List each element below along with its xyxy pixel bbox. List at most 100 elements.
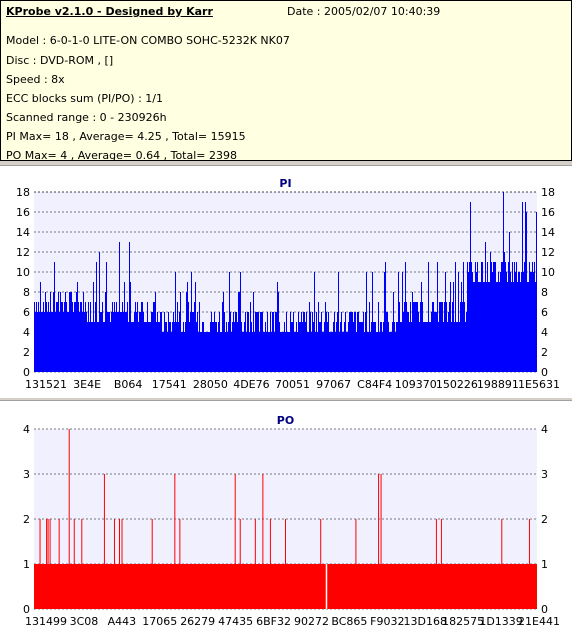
pi-bar bbox=[309, 302, 310, 372]
pi-bar bbox=[67, 312, 68, 372]
pi-bar bbox=[386, 312, 387, 372]
pi-bar bbox=[410, 302, 411, 372]
pi-bar bbox=[222, 302, 223, 372]
pi-bar bbox=[516, 262, 517, 372]
pi-bar bbox=[182, 332, 183, 372]
pi-bar bbox=[468, 272, 469, 372]
pi-bar bbox=[214, 312, 215, 372]
pi-bar bbox=[475, 262, 476, 372]
pi-bar bbox=[116, 302, 117, 372]
pi-bar bbox=[406, 302, 407, 372]
pi-bar bbox=[84, 312, 85, 372]
pi-bar bbox=[270, 312, 271, 372]
chart-title: PO bbox=[277, 414, 294, 427]
pi-bar bbox=[127, 302, 128, 372]
pi-bar bbox=[457, 322, 458, 372]
pi-bar bbox=[64, 302, 65, 372]
pi-bar bbox=[362, 322, 363, 372]
pi-bar bbox=[440, 302, 441, 372]
pi-bar bbox=[444, 302, 445, 372]
pi-bar bbox=[179, 312, 180, 372]
pi-bar bbox=[423, 322, 424, 372]
pi-bar bbox=[52, 312, 53, 372]
pi-bar bbox=[370, 332, 371, 372]
pi-bar bbox=[172, 322, 173, 372]
pi-bar bbox=[302, 322, 303, 372]
pi-bar bbox=[452, 302, 453, 372]
y-tick-label: 0 bbox=[23, 366, 30, 379]
pi-bar bbox=[297, 332, 298, 372]
pi-bar bbox=[357, 312, 358, 372]
pi-bar bbox=[395, 332, 396, 372]
pi-bar bbox=[458, 272, 459, 372]
pi-bar bbox=[484, 282, 485, 372]
pi-bar bbox=[146, 322, 147, 372]
pi-bar bbox=[507, 282, 508, 372]
pi-bar bbox=[430, 322, 431, 372]
pi-bar bbox=[508, 262, 509, 372]
pi-bar bbox=[101, 312, 102, 372]
pi-bar bbox=[375, 322, 376, 372]
pi-bar bbox=[358, 312, 359, 372]
pi-bar bbox=[72, 302, 73, 372]
pi-bar bbox=[247, 312, 248, 372]
pi-bar bbox=[238, 292, 239, 372]
pi-bar bbox=[376, 332, 377, 372]
pi-bar bbox=[43, 302, 44, 372]
pi-bar bbox=[186, 292, 187, 372]
pi-bar bbox=[34, 302, 35, 372]
pi-bar bbox=[204, 332, 205, 372]
pi-bar bbox=[100, 312, 101, 372]
pi-bar bbox=[277, 282, 278, 372]
y-tick-label: 6 bbox=[23, 306, 30, 319]
pi-bar bbox=[65, 292, 66, 372]
y-tick-label: 3 bbox=[23, 468, 30, 481]
pi-bar bbox=[517, 282, 518, 372]
pi-bar bbox=[137, 302, 138, 372]
pi-bar bbox=[81, 302, 82, 372]
pi-bar bbox=[163, 332, 164, 372]
pi-bar bbox=[173, 312, 174, 372]
pi-bar bbox=[500, 272, 501, 372]
pi-bar bbox=[156, 322, 157, 372]
pi-bar bbox=[466, 312, 467, 372]
pi-bar bbox=[55, 312, 56, 372]
pi-bar bbox=[519, 272, 520, 372]
pi-bar bbox=[45, 292, 46, 372]
pi-bar bbox=[187, 282, 188, 372]
y-tick-label-right: 4 bbox=[541, 326, 548, 339]
pi-bar bbox=[188, 302, 189, 372]
pi-bar bbox=[400, 322, 401, 372]
pi-bar bbox=[61, 302, 62, 372]
pi-bar bbox=[531, 272, 532, 372]
pi-bar bbox=[233, 312, 234, 372]
x-tick-label: 182575 bbox=[442, 615, 484, 628]
pi-bar bbox=[150, 322, 151, 372]
pi-bar bbox=[229, 272, 230, 372]
pi-bar bbox=[527, 282, 528, 372]
pi-bar bbox=[272, 312, 273, 372]
pi-bar bbox=[518, 272, 519, 372]
pi-bar bbox=[234, 322, 235, 372]
pi-bar bbox=[132, 322, 133, 372]
pi-bar bbox=[224, 312, 225, 372]
pi-bar bbox=[215, 322, 216, 372]
pi-bar bbox=[99, 252, 100, 372]
pi-bar bbox=[51, 312, 52, 372]
pi-bar bbox=[184, 332, 185, 372]
pi-bar bbox=[241, 322, 242, 372]
pi-bar bbox=[62, 302, 63, 372]
pi-bar bbox=[50, 292, 51, 372]
pi-bar bbox=[79, 312, 80, 372]
pi-bar bbox=[230, 312, 231, 372]
pi-bar bbox=[299, 322, 300, 372]
x-tick-label: 1D1339 bbox=[479, 615, 522, 628]
pi-bar bbox=[209, 332, 210, 372]
pi-bar bbox=[325, 302, 326, 372]
pi-bar bbox=[373, 322, 374, 372]
pi-bar bbox=[339, 332, 340, 372]
x-tick-label: 90272 bbox=[294, 615, 329, 628]
pi-bar bbox=[426, 322, 427, 372]
pi-bar bbox=[469, 262, 470, 372]
pi-bar bbox=[192, 312, 193, 372]
